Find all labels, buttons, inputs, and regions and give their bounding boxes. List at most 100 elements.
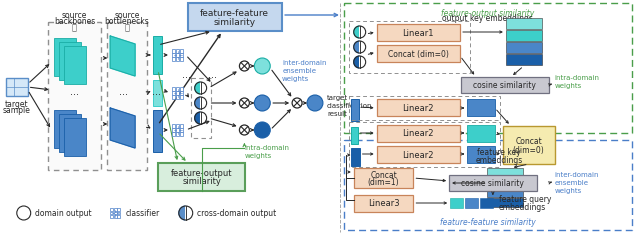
Text: cross-domain output: cross-domain output (196, 208, 276, 218)
Bar (110, 212, 113, 214)
Text: inter-domain: inter-domain (282, 60, 326, 66)
Bar (114, 212, 116, 214)
Text: feature-output similarity: feature-output similarity (442, 9, 534, 18)
Bar (117, 212, 120, 214)
Text: ...: ... (182, 70, 191, 80)
Text: Concat: Concat (515, 137, 542, 145)
Bar (172, 128, 175, 132)
Polygon shape (195, 97, 201, 109)
Text: Linear2: Linear2 (403, 150, 434, 160)
Text: classifier: classifier (126, 208, 161, 218)
Bar (191, 78, 211, 138)
Bar (110, 215, 113, 218)
Text: cosine similarity: cosine similarity (474, 82, 536, 90)
Polygon shape (354, 41, 360, 53)
Text: embeddings: embeddings (476, 156, 522, 165)
Bar (63, 46, 86, 84)
Bar (153, 110, 162, 152)
Bar (180, 128, 184, 132)
Bar (376, 146, 460, 163)
Polygon shape (186, 206, 193, 220)
Circle shape (254, 58, 270, 74)
Bar (153, 36, 162, 74)
Bar (487, 178, 523, 187)
Text: Linear3: Linear3 (368, 200, 399, 208)
Bar (376, 24, 460, 41)
Bar (450, 198, 463, 208)
Bar (172, 132, 175, 136)
Text: ensemble: ensemble (554, 180, 589, 186)
Text: weights: weights (244, 153, 271, 159)
Polygon shape (195, 82, 201, 94)
Polygon shape (201, 97, 207, 109)
Polygon shape (201, 82, 207, 94)
Bar (172, 124, 175, 128)
Polygon shape (110, 108, 135, 148)
Text: source: source (61, 11, 87, 20)
Polygon shape (360, 41, 365, 53)
Bar (376, 125, 460, 142)
Bar (172, 91, 175, 95)
Circle shape (307, 95, 323, 111)
Bar (449, 175, 536, 191)
Text: sample: sample (3, 106, 31, 115)
Bar (47, 22, 101, 170)
Bar (176, 87, 179, 91)
Polygon shape (360, 26, 365, 38)
Polygon shape (360, 56, 365, 68)
Bar (349, 96, 500, 120)
Bar (351, 148, 360, 166)
Bar (176, 91, 179, 95)
Polygon shape (201, 112, 207, 124)
Bar (467, 125, 495, 142)
Bar (487, 168, 523, 177)
Text: ...: ... (208, 70, 217, 80)
Text: embeddings: embeddings (499, 204, 546, 212)
Text: ensemble: ensemble (282, 68, 316, 74)
Text: backbones: backbones (54, 17, 95, 26)
Polygon shape (195, 112, 201, 124)
Bar (176, 128, 179, 132)
Bar (180, 53, 184, 57)
Bar (172, 87, 175, 91)
Bar (506, 42, 541, 53)
Text: Concat (dim=0): Concat (dim=0) (388, 50, 449, 59)
Text: feature-feature: feature-feature (200, 8, 269, 17)
Bar (180, 49, 184, 53)
Bar (63, 118, 86, 156)
Text: weights: weights (554, 83, 582, 89)
Bar (54, 38, 76, 76)
Bar (176, 124, 179, 128)
Bar (180, 95, 184, 99)
Bar (376, 45, 460, 62)
Text: 🔒: 🔒 (125, 23, 130, 32)
Bar (344, 3, 632, 133)
Bar (376, 99, 460, 116)
Text: ...: ... (152, 87, 161, 97)
Text: ...: ... (118, 87, 127, 97)
Bar (158, 163, 245, 191)
Text: Linear2: Linear2 (403, 129, 434, 138)
Bar (180, 124, 184, 128)
Bar (354, 195, 413, 212)
Bar (180, 87, 184, 91)
Bar (172, 49, 175, 53)
Bar (172, 57, 175, 61)
Text: weights: weights (554, 188, 582, 194)
Text: intra-domain: intra-domain (554, 75, 600, 81)
Text: target: target (327, 95, 348, 101)
Polygon shape (110, 36, 135, 76)
Bar (465, 198, 478, 208)
Bar (6, 78, 28, 96)
Polygon shape (354, 26, 360, 38)
Bar (480, 198, 493, 208)
Bar (487, 198, 523, 207)
Bar (172, 53, 175, 57)
Bar (467, 99, 495, 116)
Text: (dim=0): (dim=0) (513, 145, 545, 154)
Text: Concat: Concat (370, 171, 397, 180)
Circle shape (254, 122, 270, 138)
Bar (180, 132, 184, 136)
Bar (176, 57, 179, 61)
Polygon shape (179, 206, 186, 220)
